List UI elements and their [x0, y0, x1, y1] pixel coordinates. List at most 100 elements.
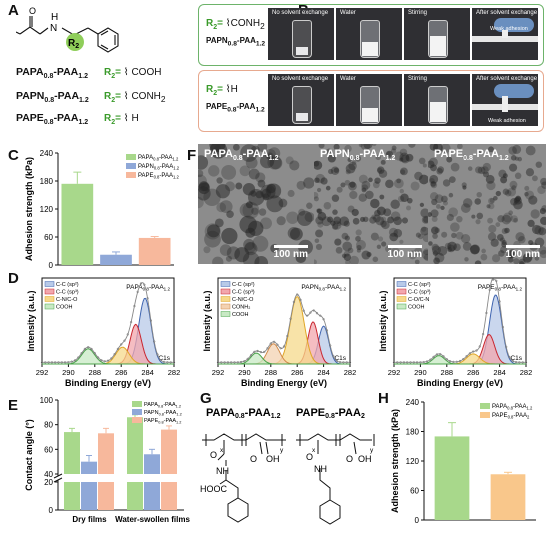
- y-axis-label: Adhesion strength (kPa): [24, 157, 34, 261]
- sem-particle: [491, 254, 501, 263]
- xps-raw-point: [312, 309, 315, 312]
- sem-particle: [474, 198, 482, 205]
- sem-particle: [513, 196, 522, 205]
- sem-particle: [462, 185, 467, 190]
- sem-particle: [316, 208, 321, 213]
- legend-swatch: [480, 403, 490, 409]
- photo-caption: No solvent exchange: [272, 10, 329, 16]
- xps-raw-point: [514, 360, 518, 364]
- sem-particle: [394, 151, 404, 161]
- xps-raw-point: [429, 358, 432, 361]
- r2-definition-pape: R2= ⌇ H: [104, 113, 139, 126]
- sem-particle: [474, 260, 482, 264]
- sem-particle: [397, 195, 405, 203]
- sem-particle: [487, 217, 494, 224]
- legend-swatch: [396, 296, 407, 302]
- sem-particle: [330, 220, 336, 226]
- xps-raw-point: [47, 361, 50, 364]
- sem-particle: [381, 220, 390, 230]
- sem-particle: [410, 181, 420, 191]
- sem-particle: [414, 171, 423, 181]
- sem-particle: [433, 257, 440, 264]
- legend-label: PAPE0.8-PAA2: [492, 413, 530, 420]
- sem-particle: [405, 153, 414, 162]
- x-tick-label: 286: [115, 368, 128, 377]
- sem-particle: [330, 166, 340, 176]
- vial: [360, 86, 380, 124]
- xps-raw-point: [253, 350, 256, 354]
- sem-particle: [477, 150, 482, 155]
- c1s-tag: C1s: [510, 355, 522, 362]
- xps-raw-point: [348, 361, 352, 364]
- g-left-name: PAPA0.8-PAA1.2: [206, 407, 281, 420]
- panel-label-e: E: [8, 397, 19, 414]
- b-polymer-name-1: PAPE0.8-PAA1.2: [206, 102, 265, 114]
- vial-content: [296, 113, 308, 121]
- x-tick-label: 292: [388, 368, 401, 377]
- xps-raw-point: [481, 332, 485, 336]
- sem-particle: [539, 208, 546, 215]
- x-tick-label: 282: [520, 368, 533, 377]
- xps-raw-point: [143, 283, 146, 286]
- xps-raw-point: [276, 343, 279, 346]
- x-category-label: Dry films: [72, 515, 107, 524]
- sem-particle: [490, 238, 499, 247]
- sem-particle: [432, 250, 439, 256]
- sem-particle: [431, 198, 438, 206]
- xps-raw-point: [106, 359, 110, 362]
- sem-particle: [493, 195, 498, 201]
- y-tick-label: 100: [40, 396, 54, 405]
- sem-particle: [349, 181, 356, 188]
- sem-particle: [400, 169, 406, 175]
- xps-raw-point: [169, 361, 172, 364]
- xps-raw-point: [511, 359, 514, 363]
- photo-0-3: After solvent exchange Weak adhesion: [472, 8, 538, 60]
- x-tick-label: 288: [265, 368, 278, 377]
- xps-raw-point: [162, 360, 166, 364]
- sem-particle: [366, 251, 372, 257]
- xps-raw-point: [126, 333, 129, 336]
- sem-particle: [431, 226, 439, 235]
- sem-particle: [276, 216, 286, 226]
- sem-particle: [207, 224, 221, 238]
- xps-raw-point: [329, 344, 332, 347]
- vial: [360, 20, 380, 58]
- y-axis-label: Intensity (a.u.): [26, 290, 36, 351]
- sem-particle: [510, 198, 518, 206]
- sem-particle: [507, 187, 517, 197]
- r2-definition-papn: R2= ⌇ CONH2: [104, 91, 166, 104]
- sem-particle: [351, 208, 359, 217]
- xps-raw-point: [249, 354, 253, 357]
- sem-particle: [239, 215, 257, 234]
- sem-particle: [336, 186, 343, 193]
- sem-particle: [513, 217, 518, 223]
- bar: [98, 433, 114, 474]
- sem-particle: [462, 241, 472, 251]
- photo-caption: After solvent exchange: [476, 76, 538, 82]
- sem-particle: [356, 239, 366, 250]
- xps-raw-point: [243, 360, 246, 363]
- photo-caption: Water: [340, 76, 356, 82]
- sem-particle: [385, 179, 394, 189]
- xps-raw-point: [83, 347, 87, 351]
- b-polymer-name-0: PAPN0.8-PAA1.2: [206, 36, 266, 48]
- sem-particle: [480, 166, 489, 175]
- sem-particle: [429, 174, 439, 184]
- legend-swatch: [44, 303, 55, 310]
- sem-particle: [209, 144, 226, 153]
- x-tick-label: 292: [212, 368, 225, 377]
- xps-raw-point: [230, 361, 233, 364]
- xps-raw-point: [319, 314, 322, 317]
- sem-particle: [482, 162, 492, 172]
- y-tick-label: 240: [40, 149, 54, 158]
- sem-particle: [496, 234, 504, 241]
- sem-particle: [477, 166, 486, 175]
- xps-raw-point: [259, 350, 263, 354]
- sem-particle: [534, 237, 545, 248]
- sem-particle: [428, 241, 433, 246]
- sem-particle: [475, 166, 483, 174]
- xps-raw-point: [302, 309, 305, 312]
- legend-swatch: [44, 288, 55, 295]
- xps-raw-point: [485, 311, 488, 315]
- sem-particle: [401, 217, 409, 224]
